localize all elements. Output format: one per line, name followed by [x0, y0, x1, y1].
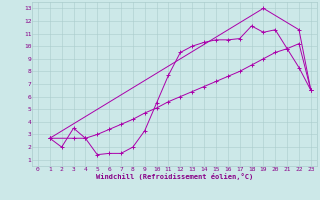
X-axis label: Windchill (Refroidissement éolien,°C): Windchill (Refroidissement éolien,°C)	[96, 173, 253, 180]
